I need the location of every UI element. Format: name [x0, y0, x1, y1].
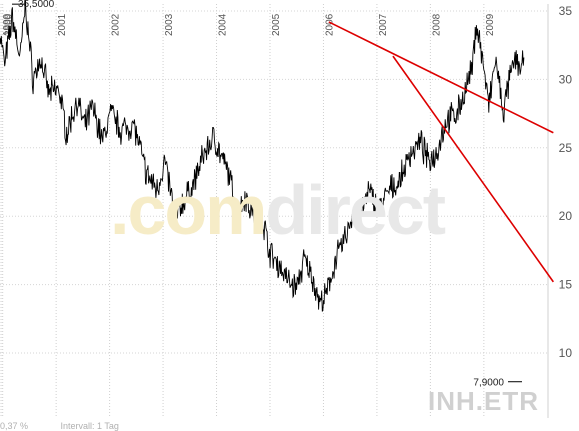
- y-tick-label-10: 10: [559, 346, 573, 360]
- watermark-dot: .: [110, 171, 130, 249]
- y-tick-label-30: 30: [559, 72, 573, 86]
- year-label-2000: 2000: [4, 13, 15, 36]
- year-label-2002: 2002: [111, 13, 122, 36]
- y-tick-label-15: 15: [559, 278, 573, 292]
- ticker-symbol: INH.ETR: [428, 386, 539, 416]
- footer-change: 0,37 %: [0, 421, 29, 431]
- trendline-1: [328, 21, 554, 134]
- y-axis-labels: 10 15 20 25 30 35: [559, 4, 573, 360]
- trendline-2: [392, 55, 554, 283]
- low-value-label: 7,9000: [473, 378, 504, 389]
- brand-watermark: .comdirect: [110, 170, 446, 250]
- year-label-2005: 2005: [271, 13, 282, 36]
- year-label-2003: 2003: [164, 13, 175, 36]
- watermark-direct: direct: [265, 171, 446, 249]
- footer: 0,37 % Intervall: 1 Tag: [0, 421, 149, 431]
- year-label-2008: 2008: [431, 13, 442, 36]
- trendlines: [328, 21, 554, 283]
- year-label-2006: 2006: [324, 13, 335, 36]
- grid: [0, 4, 549, 418]
- price-series-line: [0, 0, 525, 312]
- y-tick-label-20: 20: [559, 209, 573, 223]
- y-tick-label-25: 25: [559, 141, 573, 155]
- year-label-1999: 1999: [2, 13, 13, 36]
- watermark-com: com: [127, 171, 267, 249]
- y-tick-label-35: 35: [559, 4, 573, 18]
- annotations: 35,5000 7,9000: [12, 0, 522, 389]
- high-value-label: 35,5000: [18, 0, 55, 10]
- year-label-2001: 2001: [57, 13, 68, 36]
- year-label-2009: 2009: [485, 13, 496, 36]
- year-label-2007: 2007: [378, 13, 389, 36]
- year-label-2004: 2004: [218, 13, 229, 36]
- footer-interval: Intervall: 1 Tag: [60, 421, 119, 431]
